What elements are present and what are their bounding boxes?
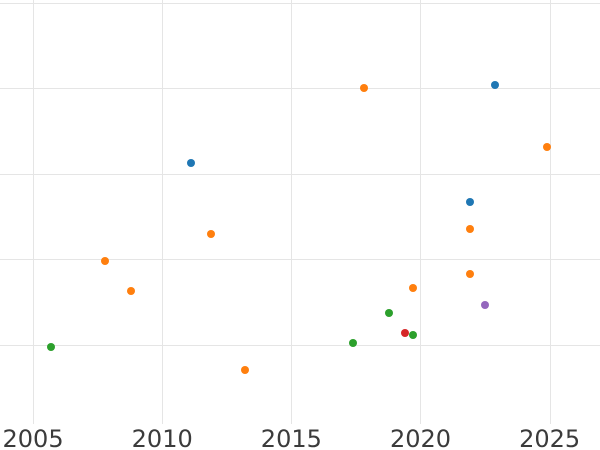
- x-tick-label-2015: 2015: [260, 425, 322, 450]
- scatter-point-green: [47, 343, 56, 352]
- gridline-x-2010: [162, 0, 163, 424]
- x-tick-label-2005: 2005: [2, 425, 64, 450]
- scatter-point-orange: [359, 84, 368, 93]
- x-tick-label-2010: 2010: [131, 425, 193, 450]
- scatter-point-red: [400, 329, 409, 338]
- scatter-point-purple: [481, 301, 490, 310]
- scatter-point-green: [408, 331, 417, 340]
- scatter-point-orange: [207, 230, 216, 239]
- scatter-point-green: [385, 308, 394, 317]
- gridline-y-1: [0, 345, 600, 346]
- scatter-point-orange: [543, 143, 552, 152]
- scatter-point-blue: [465, 197, 474, 206]
- scatter-point-orange: [101, 256, 110, 265]
- scatter-point-orange: [127, 286, 136, 295]
- gridline-y-2: [0, 259, 600, 260]
- scatter-point-orange: [465, 270, 474, 279]
- scatter-point-orange: [408, 284, 417, 293]
- gridline-y-3: [0, 174, 600, 175]
- gridline-y-4: [0, 88, 600, 89]
- scatter-point-orange: [240, 366, 249, 375]
- gridline-y-5: [0, 3, 600, 4]
- scatter-point-blue: [186, 159, 195, 168]
- scatter-point-orange: [465, 225, 474, 234]
- gridline-x-2025: [550, 0, 551, 424]
- gridline-x-2005: [33, 0, 34, 424]
- scatter-point-green: [349, 338, 358, 347]
- gridline-x-2020: [420, 0, 421, 424]
- x-tick-label-2020: 2020: [389, 425, 452, 450]
- scatter-point-blue: [491, 81, 500, 90]
- gridline-x-2015: [291, 0, 292, 424]
- x-tick-label-2025: 2025: [519, 425, 581, 450]
